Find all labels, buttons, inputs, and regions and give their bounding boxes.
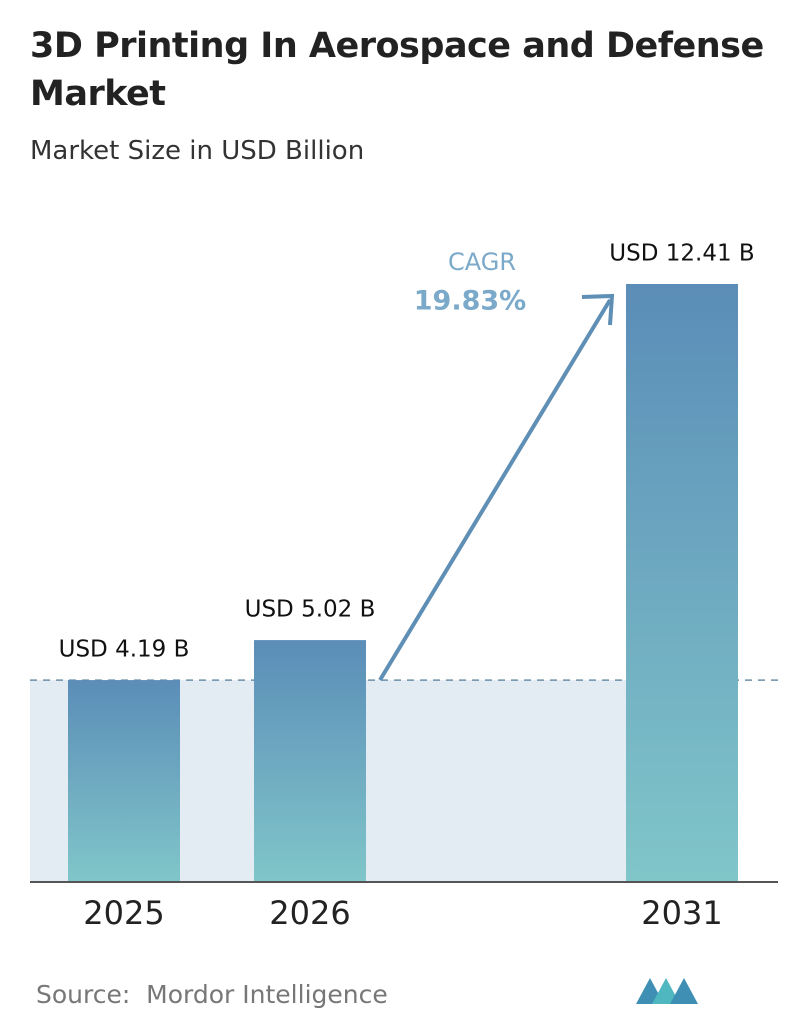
chart-subtitle: Market Size in USD Billion	[30, 136, 365, 166]
bar	[254, 640, 366, 882]
bar	[626, 284, 738, 882]
x-tick-label: 2026	[269, 894, 350, 932]
chart-title: 3D Printing In Aerospace and Defense Mar…	[30, 26, 764, 114]
cagr-arrowhead	[581, 293, 615, 326]
value-label: USD 4.19 B	[59, 637, 190, 663]
cagr-arrow	[378, 298, 612, 682]
logo	[636, 978, 698, 1004]
value-label: USD 12.41 B	[609, 241, 754, 267]
bar	[68, 680, 180, 882]
x-tick-label: 2031	[641, 894, 722, 932]
value-label: USD 5.02 B	[245, 597, 376, 623]
cagr-value: 19.83%	[414, 286, 526, 317]
cagr-label: CAGR	[448, 248, 516, 276]
x-tick-label: 2025	[83, 894, 164, 932]
source: Source: Mordor Intelligence	[36, 980, 388, 1009]
